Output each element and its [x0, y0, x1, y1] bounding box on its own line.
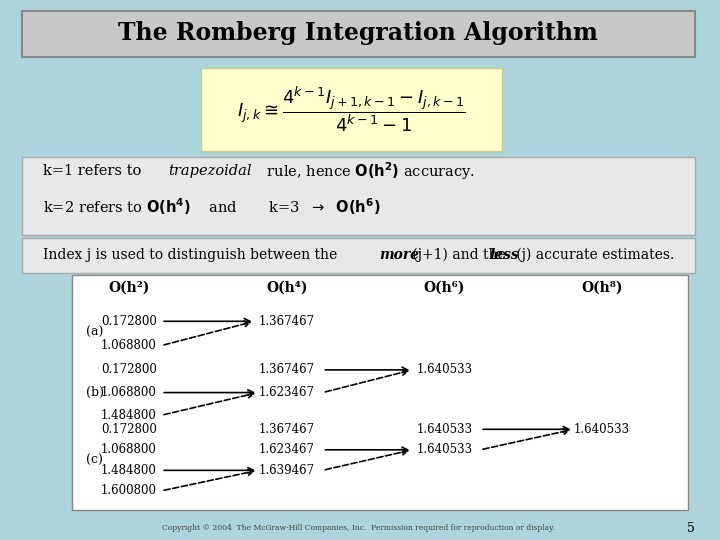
- FancyBboxPatch shape: [201, 68, 502, 151]
- Text: 1.640533: 1.640533: [416, 363, 472, 376]
- FancyBboxPatch shape: [22, 157, 696, 235]
- Text: 1.367467: 1.367467: [258, 363, 315, 376]
- Text: 1.068800: 1.068800: [101, 443, 157, 456]
- Text: (j+1) and the: (j+1) and the: [408, 248, 510, 262]
- Text: 1.640533: 1.640533: [574, 423, 630, 436]
- Text: 1.623467: 1.623467: [258, 386, 315, 399]
- FancyBboxPatch shape: [22, 11, 696, 57]
- Text: less: less: [490, 248, 519, 262]
- Text: 1.639467: 1.639467: [258, 464, 315, 477]
- Text: 1.068800: 1.068800: [101, 339, 157, 352]
- Text: The Romberg Integration Algorithm: The Romberg Integration Algorithm: [119, 22, 598, 45]
- Text: (a): (a): [86, 326, 104, 339]
- Text: (c): (c): [86, 454, 103, 467]
- Text: O(h⁴): O(h⁴): [266, 281, 307, 295]
- FancyBboxPatch shape: [72, 275, 688, 510]
- Text: O(h⁸): O(h⁸): [581, 281, 623, 295]
- Text: 1.640533: 1.640533: [416, 423, 472, 436]
- Text: 1.367467: 1.367467: [258, 423, 315, 436]
- Text: 1.623467: 1.623467: [258, 443, 315, 456]
- Text: k=2 refers to $\mathbf{O(h^4)}$    and       k=3  $\rightarrow$  $\mathbf{O(h^6): k=2 refers to $\mathbf{O(h^4)}$ and k=3 …: [43, 197, 380, 217]
- Text: (j) accurate estimates.: (j) accurate estimates.: [513, 248, 675, 262]
- Text: 1.068800: 1.068800: [101, 386, 157, 399]
- Text: (b): (b): [86, 386, 104, 399]
- Text: O(h⁶): O(h⁶): [423, 281, 465, 295]
- Text: 1.484800: 1.484800: [101, 464, 157, 477]
- Text: 1.484800: 1.484800: [101, 409, 157, 422]
- Text: Index j is used to distinguish between the: Index j is used to distinguish between t…: [43, 248, 341, 262]
- Text: $I_{j,k} \cong \dfrac{4^{k-1}I_{j+1,k-1} - I_{j,k-1}}{4^{k-1} - 1}$: $I_{j,k} \cong \dfrac{4^{k-1}I_{j+1,k-1}…: [237, 85, 466, 134]
- Text: 1.367467: 1.367467: [258, 315, 315, 328]
- Text: 1.600800: 1.600800: [101, 484, 157, 497]
- Text: rule, hence $\mathbf{O(h^2)}$ accuracy.: rule, hence $\mathbf{O(h^2)}$ accuracy.: [261, 160, 474, 182]
- FancyBboxPatch shape: [22, 238, 696, 273]
- Text: 0.172800: 0.172800: [101, 363, 157, 376]
- Text: 0.172800: 0.172800: [101, 315, 157, 328]
- Text: k=1 refers to: k=1 refers to: [43, 164, 146, 178]
- Text: O(h²): O(h²): [108, 281, 150, 295]
- Text: trapezoidal: trapezoidal: [168, 164, 252, 178]
- Text: 0.172800: 0.172800: [101, 423, 157, 436]
- Text: 1.640533: 1.640533: [416, 443, 472, 456]
- Text: 5: 5: [688, 522, 696, 535]
- Text: Copyright © 2004  The McGraw-Hill Companies, Inc.  Permission required for repro: Copyright © 2004 The McGraw-Hill Compani…: [162, 524, 555, 532]
- Text: more: more: [379, 248, 419, 262]
